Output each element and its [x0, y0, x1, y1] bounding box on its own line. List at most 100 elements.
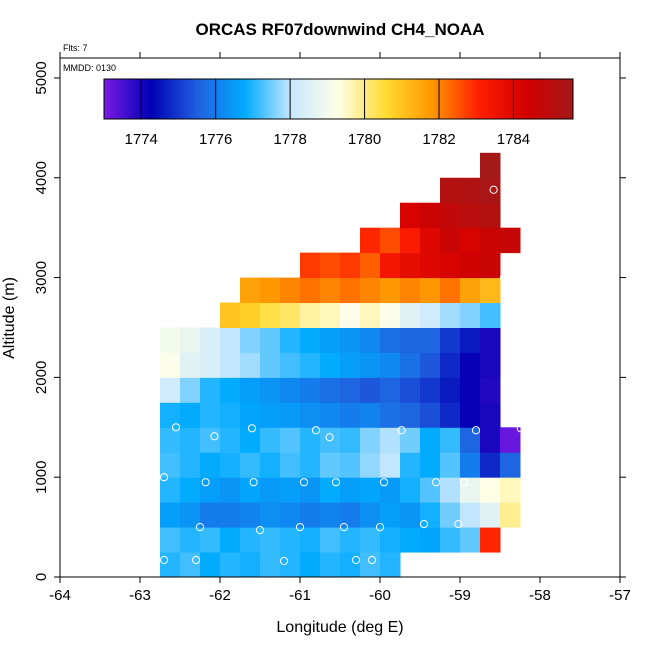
heatmap-cell	[240, 327, 261, 353]
heatmap-cell	[320, 477, 341, 503]
heatmap-cell	[420, 377, 441, 403]
sample-point	[191, 555, 201, 565]
heatmap-cell	[380, 252, 401, 279]
heatmap-cell	[360, 427, 381, 453]
heatmap-cell	[200, 402, 221, 428]
heatmap-cell	[360, 227, 381, 254]
heatmap-cell	[160, 502, 181, 528]
heatmap-cell	[460, 427, 481, 453]
heatmap-cell	[300, 402, 321, 428]
heatmap-cell	[220, 452, 241, 478]
heatmap-cell	[180, 552, 201, 578]
y-tick-label: 2000	[33, 361, 50, 394]
heatmap-cell	[240, 502, 261, 528]
heatmap-cell	[400, 477, 421, 503]
heatmap-cell	[400, 277, 421, 304]
heatmap-cells	[160, 152, 521, 578]
colorbar-tick-label: 1774	[125, 131, 158, 148]
heatmap-cell	[480, 452, 501, 478]
x-tick-label: -57	[609, 587, 631, 604]
heatmap-cell	[300, 277, 321, 304]
colorbar-ticks: 1774 1776 1778 1780 1782 1784	[125, 79, 530, 148]
sample-point	[524, 478, 533, 487]
heatmap-cell	[320, 427, 341, 453]
heatmap-cell	[440, 302, 461, 328]
sample-point	[247, 424, 257, 433]
heatmap-cell	[180, 352, 201, 378]
heatmap-cell	[160, 552, 181, 578]
x-tick-label: -60	[369, 587, 391, 604]
heatmap-cell	[160, 377, 181, 403]
heatmap-cell	[280, 352, 301, 378]
heatmap-cell	[400, 527, 421, 553]
heatmap-cell	[360, 377, 381, 403]
heatmap-cell	[180, 452, 201, 478]
heatmap-cell	[260, 377, 281, 403]
heatmap-cell	[380, 527, 401, 553]
x-tick-label: -58	[529, 587, 551, 604]
heatmap-cell	[300, 502, 321, 528]
heatmap-cell	[180, 477, 201, 503]
y-axis-label: Altitude (m)	[1, 277, 18, 359]
heatmap-cell	[200, 427, 221, 453]
heatmap-cell	[500, 502, 521, 528]
heatmap-cell	[260, 502, 281, 528]
heatmap-cell	[200, 377, 221, 403]
heatmap-cell	[320, 252, 341, 279]
heatmap-cell	[460, 527, 481, 553]
heatmap-cell	[480, 527, 501, 553]
plot-frame	[59, 57, 621, 578]
sample-point	[397, 426, 406, 435]
heatmap-cell	[340, 427, 361, 453]
sample-point	[375, 523, 385, 532]
sample-point	[201, 478, 210, 487]
heatmap-cell	[240, 302, 261, 328]
heatmap-cell	[180, 502, 201, 528]
heatmap-cell	[380, 352, 401, 378]
heatmap-cell	[460, 377, 481, 403]
heatmap-cell	[180, 327, 201, 353]
heatmap-cell	[300, 552, 321, 578]
x-axis: -64 -63 -62 -61 -60 -59 -58 -57	[49, 52, 631, 604]
heatmap-cell	[220, 352, 241, 378]
heatmap-cell	[400, 302, 421, 328]
sample-point	[171, 358, 181, 367]
sample-point	[351, 555, 361, 565]
heatmap-cell	[260, 402, 281, 428]
heatmap-cell	[220, 427, 241, 453]
sample-point	[419, 520, 429, 529]
heatmap-cell	[400, 327, 421, 353]
sample-point	[431, 478, 441, 487]
heatmap-cell	[440, 527, 461, 553]
heatmap-cell	[280, 502, 301, 528]
heatmap-cell	[400, 352, 421, 378]
heatmap-cell	[400, 377, 421, 403]
heatmap-cell	[340, 302, 361, 328]
heatmap-cell	[480, 327, 501, 353]
sample-point	[210, 432, 219, 441]
heatmap-cell	[400, 452, 421, 478]
heatmap-cell	[400, 252, 421, 279]
heatmap-cell	[260, 527, 281, 553]
heatmap-cell	[400, 402, 421, 428]
colorbar-tick-label: 1780	[348, 131, 381, 148]
heatmap-cell	[340, 352, 361, 378]
sample-point	[299, 478, 309, 487]
sample-point	[311, 426, 321, 435]
heatmap-cell	[460, 452, 481, 478]
heatmap-cell	[440, 352, 461, 378]
heatmap-cell	[200, 452, 221, 478]
colorbar-tick-label: 1782	[422, 131, 455, 148]
heatmap-cell	[280, 552, 301, 578]
heatmap-cell	[280, 327, 301, 353]
heatmap-cell	[480, 152, 501, 179]
sample-point	[325, 433, 334, 442]
heatmap-cell	[320, 402, 341, 428]
heatmap-cell	[320, 377, 341, 403]
x-tick-label: -61	[289, 587, 311, 604]
sample-point	[516, 424, 525, 433]
heatmap-cell	[240, 477, 261, 503]
heatmap-cell	[260, 352, 281, 378]
heatmap-cell	[380, 477, 401, 503]
y-tick-label: 5000	[33, 61, 50, 94]
